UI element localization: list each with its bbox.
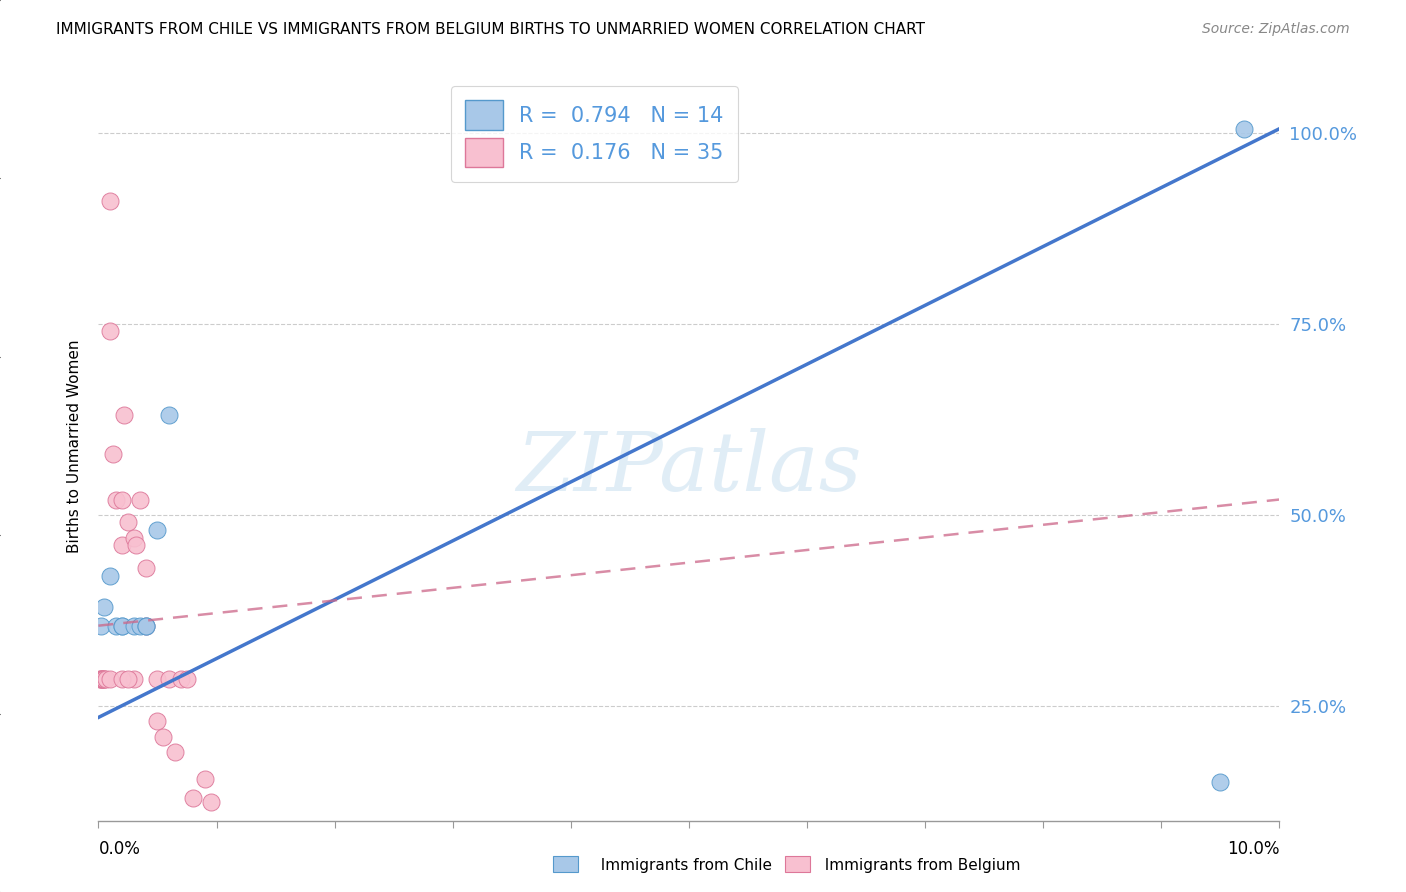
FancyBboxPatch shape bbox=[785, 856, 810, 872]
Text: 10.0%: 10.0% bbox=[1227, 839, 1279, 858]
Point bbox=[157, 672, 180, 686]
Point bbox=[98, 324, 121, 338]
Point bbox=[98, 672, 121, 686]
Point bbox=[135, 618, 157, 632]
Point bbox=[91, 672, 114, 686]
Point bbox=[93, 672, 115, 686]
Legend: R =  0.794   N = 14, R =  0.176   N = 35: R = 0.794 N = 14, R = 0.176 N = 35 bbox=[450, 86, 738, 182]
Point bbox=[105, 492, 128, 507]
Point bbox=[94, 672, 117, 686]
Point bbox=[157, 409, 180, 423]
Point bbox=[89, 672, 111, 686]
Text: ZIPatlas: ZIPatlas bbox=[516, 428, 862, 508]
Point bbox=[90, 618, 112, 632]
FancyBboxPatch shape bbox=[553, 856, 578, 872]
Point bbox=[91, 672, 114, 686]
Point bbox=[200, 795, 222, 809]
Point bbox=[135, 561, 157, 575]
Point bbox=[122, 672, 145, 686]
Point bbox=[117, 516, 139, 530]
Y-axis label: Births to Unmarried Women: Births to Unmarried Women bbox=[66, 339, 82, 553]
Point bbox=[165, 745, 187, 759]
Point bbox=[111, 672, 134, 686]
Point bbox=[111, 618, 134, 632]
Point bbox=[98, 569, 121, 583]
Point bbox=[128, 492, 150, 507]
Text: 0.0%: 0.0% bbox=[98, 839, 141, 858]
Text: Immigrants from Belgium: Immigrants from Belgium bbox=[815, 858, 1021, 872]
Point bbox=[135, 618, 157, 632]
Point bbox=[1209, 775, 1232, 789]
Text: Source: ZipAtlas.com: Source: ZipAtlas.com bbox=[1202, 22, 1350, 37]
Point bbox=[135, 618, 157, 632]
Point bbox=[90, 672, 112, 686]
Point bbox=[194, 772, 217, 786]
Point bbox=[117, 672, 139, 686]
Point bbox=[181, 790, 204, 805]
Point bbox=[176, 672, 198, 686]
Point bbox=[146, 714, 169, 729]
Point bbox=[111, 538, 134, 552]
Point bbox=[122, 531, 145, 545]
Point bbox=[125, 538, 148, 552]
Text: Immigrants from Chile: Immigrants from Chile bbox=[591, 858, 772, 872]
Point bbox=[93, 599, 115, 614]
Point bbox=[101, 447, 124, 461]
Point bbox=[122, 618, 145, 632]
Point bbox=[111, 618, 134, 632]
Point bbox=[105, 618, 128, 632]
Point bbox=[112, 409, 135, 423]
Point bbox=[90, 672, 112, 686]
Point bbox=[170, 672, 193, 686]
Text: IMMIGRANTS FROM CHILE VS IMMIGRANTS FROM BELGIUM BIRTHS TO UNMARRIED WOMEN CORRE: IMMIGRANTS FROM CHILE VS IMMIGRANTS FROM… bbox=[56, 22, 925, 37]
Point bbox=[146, 523, 169, 537]
Point bbox=[128, 618, 150, 632]
Point bbox=[152, 730, 174, 744]
Point bbox=[146, 672, 169, 686]
Point bbox=[93, 672, 115, 686]
Point bbox=[111, 492, 134, 507]
Point bbox=[98, 194, 121, 209]
Point bbox=[1233, 121, 1256, 136]
